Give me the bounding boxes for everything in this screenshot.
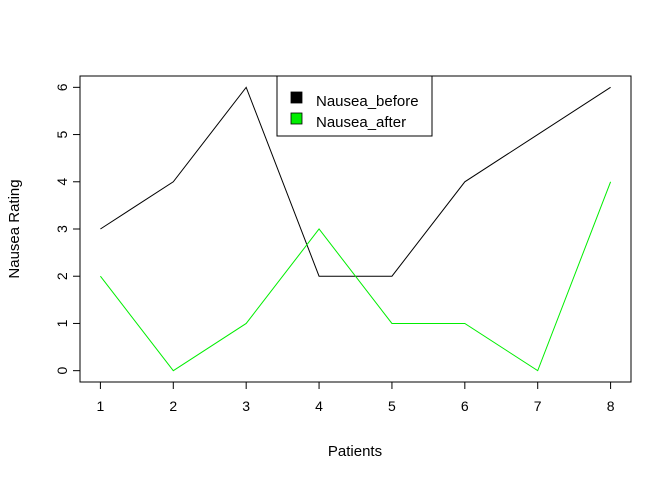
y-tick-label: 1 [54, 319, 70, 327]
y-axis-title: Nausea Rating [6, 179, 23, 278]
x-axis-title: Patients [328, 443, 382, 460]
x-tick-label: 7 [534, 398, 542, 414]
series-line-nausea-after [100, 181, 612, 372]
series-layer [100, 86, 612, 372]
x-tick-label: 2 [169, 398, 177, 414]
x-tick-label: 1 [97, 398, 105, 414]
y-tick-label: 6 [54, 83, 70, 91]
y-tick-label: 2 [54, 272, 70, 280]
legend-box [276, 75, 433, 137]
legend-label-nausea-before: Nausea_before [316, 93, 419, 110]
x-tick-label: 5 [388, 398, 396, 414]
legend-swatch-nausea-after [290, 112, 303, 125]
x-tick-label: 4 [315, 398, 323, 414]
y-axis: 0 1 2 3 4 5 6 [54, 83, 81, 375]
y-tick-label: 5 [54, 130, 70, 138]
legend: Nausea_before Nausea_after [276, 75, 433, 137]
x-tick-label: 3 [242, 398, 250, 414]
x-tick-label: 6 [461, 398, 469, 414]
legend-label-nausea-after: Nausea_after [316, 114, 406, 131]
legend-swatch-nausea-before [290, 91, 303, 104]
y-tick-label: 0 [54, 367, 70, 375]
y-tick-label: 4 [54, 178, 70, 186]
x-tick-label: 8 [607, 398, 615, 414]
x-axis: 1 2 3 4 5 6 7 8 [97, 381, 615, 414]
y-tick-label: 3 [54, 225, 70, 233]
